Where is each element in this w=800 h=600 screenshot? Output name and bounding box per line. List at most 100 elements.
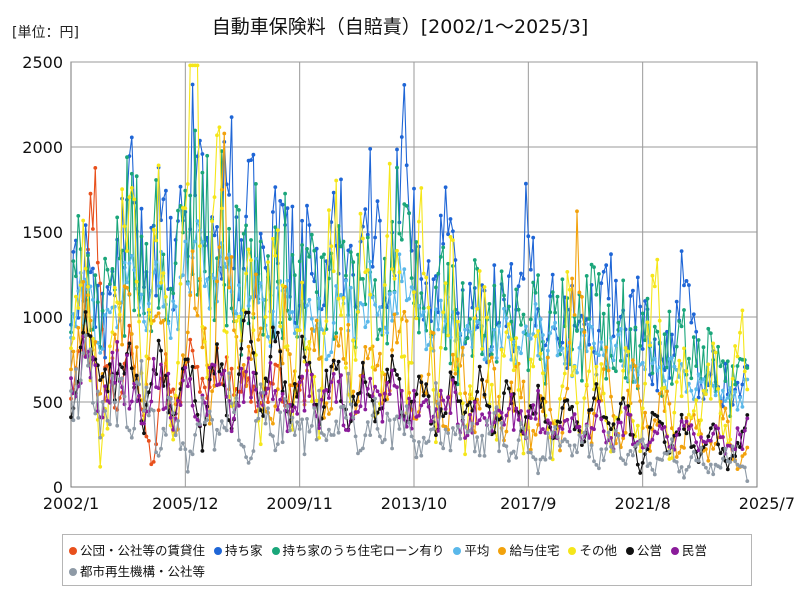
data-point <box>164 361 168 366</box>
data-point <box>404 404 409 408</box>
data-point <box>254 419 258 423</box>
legend-item: 公団・公社等の賃貸住 <box>69 540 205 561</box>
data-point <box>565 386 570 391</box>
data-point <box>635 275 640 280</box>
data-point <box>409 276 414 280</box>
data-point <box>589 443 594 448</box>
data-point <box>156 306 161 310</box>
data-point <box>711 341 716 346</box>
data-point <box>451 378 455 382</box>
data-point <box>154 238 159 243</box>
data-point <box>115 340 120 344</box>
data-point <box>103 384 107 389</box>
data-point <box>694 364 699 368</box>
data-point <box>618 401 623 406</box>
data-point <box>185 384 190 389</box>
data-point <box>575 370 579 375</box>
legend-label: 公団・公社等の賃貸住 <box>80 543 206 558</box>
data-point <box>127 261 132 266</box>
data-point <box>215 342 219 346</box>
data-point <box>217 125 222 130</box>
data-point <box>91 401 95 405</box>
data-point <box>536 422 540 427</box>
data-point <box>443 407 448 411</box>
data-point <box>424 382 429 386</box>
data-point <box>373 396 377 401</box>
data-point <box>689 455 694 460</box>
data-point <box>278 324 283 329</box>
data-point <box>553 425 557 430</box>
data-point <box>718 465 723 470</box>
data-point <box>378 305 382 309</box>
data-point <box>657 318 662 323</box>
data-point <box>545 418 550 423</box>
data-point <box>146 301 151 306</box>
data-point <box>314 318 319 323</box>
data-point <box>110 373 115 378</box>
data-point <box>244 369 249 374</box>
data-point <box>682 424 686 428</box>
data-point <box>560 346 565 351</box>
data-point <box>497 413 501 418</box>
data-point <box>521 312 526 317</box>
data-point <box>507 406 511 411</box>
data-point <box>358 211 363 216</box>
data-point <box>288 352 292 357</box>
data-point <box>271 309 275 314</box>
data-point <box>592 427 596 432</box>
data-point <box>511 449 516 454</box>
data-point <box>570 453 574 458</box>
data-point <box>597 272 601 276</box>
data-point <box>519 421 523 426</box>
data-point <box>670 332 674 337</box>
data-point <box>533 290 538 295</box>
data-point <box>251 328 256 333</box>
data-point <box>258 442 263 447</box>
data-point <box>183 206 188 211</box>
data-point <box>399 237 404 242</box>
data-point <box>361 236 365 241</box>
data-point <box>387 392 392 396</box>
data-point <box>202 420 207 425</box>
data-point <box>224 323 229 328</box>
data-point <box>419 277 424 281</box>
data-point <box>217 432 222 436</box>
data-point <box>324 401 329 405</box>
data-point <box>258 382 263 387</box>
data-point <box>314 398 319 403</box>
data-point <box>146 439 151 443</box>
data-point <box>470 396 475 401</box>
data-point <box>295 324 300 329</box>
data-point <box>271 434 275 438</box>
data-point <box>733 382 737 387</box>
data-point <box>621 458 626 463</box>
data-point <box>173 433 178 438</box>
data-point <box>363 433 368 438</box>
data-point <box>258 408 263 413</box>
data-point <box>667 309 672 314</box>
data-point <box>159 348 163 353</box>
data-point <box>378 434 382 439</box>
data-point <box>390 318 394 323</box>
data-point <box>156 284 161 288</box>
data-point <box>446 261 450 266</box>
data-point <box>317 388 321 393</box>
data-point <box>144 385 149 390</box>
data-point <box>159 446 163 451</box>
data-point <box>322 331 326 336</box>
data-point <box>271 397 275 402</box>
data-point <box>682 427 686 431</box>
data-point <box>307 429 312 434</box>
data-point <box>519 409 523 413</box>
data-point <box>139 359 144 363</box>
data-point <box>742 452 747 456</box>
data-point <box>417 244 421 249</box>
data-point <box>392 276 397 281</box>
data-point <box>545 355 550 360</box>
data-point <box>173 304 178 309</box>
data-point <box>251 351 256 355</box>
data-point <box>100 308 105 313</box>
data-point <box>297 380 302 385</box>
data-point <box>733 390 737 394</box>
data-point <box>451 238 455 243</box>
